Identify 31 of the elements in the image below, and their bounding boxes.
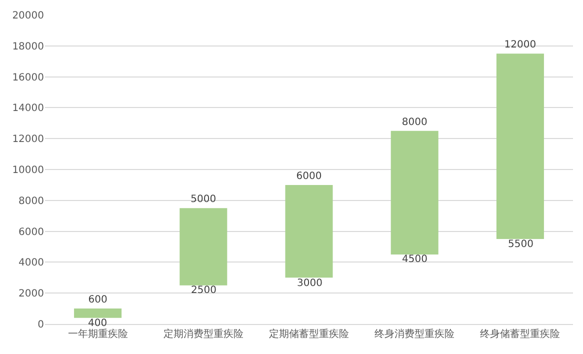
y-tick-label: 12000 bbox=[12, 134, 44, 146]
y-tick-label: 0 bbox=[38, 320, 44, 330]
bar bbox=[74, 308, 122, 318]
bar bbox=[496, 54, 544, 240]
annotation: 3000 bbox=[297, 278, 322, 289]
y-tick-label: 10000 bbox=[12, 165, 44, 176]
data-label: 8000 bbox=[402, 116, 428, 128]
bar bbox=[390, 130, 438, 254]
y-tick-label: 18000 bbox=[12, 41, 44, 52]
y-tick-label: 16000 bbox=[12, 72, 44, 84]
y-tick-label: 20000 bbox=[12, 10, 44, 22]
x-tick-label: 定期储蓄型重疾险 bbox=[269, 328, 349, 340]
data-label: 600 bbox=[88, 294, 108, 306]
x-tick-label: 定期消费型重疾险 bbox=[163, 328, 244, 340]
bar bbox=[180, 208, 228, 286]
y-tick-label: 4000 bbox=[18, 258, 44, 269]
annotation: 2500 bbox=[191, 285, 216, 296]
x-tick-label: 一年期重疾险 bbox=[68, 328, 128, 340]
data-label: 5000 bbox=[190, 194, 216, 206]
y-tick-label: 6000 bbox=[18, 226, 44, 238]
data-label: 12000 bbox=[504, 40, 536, 51]
y-tick-label: 8000 bbox=[18, 196, 44, 207]
bar bbox=[285, 184, 333, 278]
annotation: 5500 bbox=[508, 239, 534, 250]
y-tick-label: 2000 bbox=[18, 288, 44, 300]
x-tick-label: 终身储蓄型重疾险 bbox=[480, 328, 560, 340]
data-label: 6000 bbox=[296, 170, 322, 182]
annotation: 400 bbox=[88, 318, 108, 329]
y-tick-label: 14000 bbox=[12, 103, 44, 114]
x-tick-label: 终身消费型重疾险 bbox=[374, 328, 455, 340]
annotation: 4500 bbox=[402, 254, 428, 265]
